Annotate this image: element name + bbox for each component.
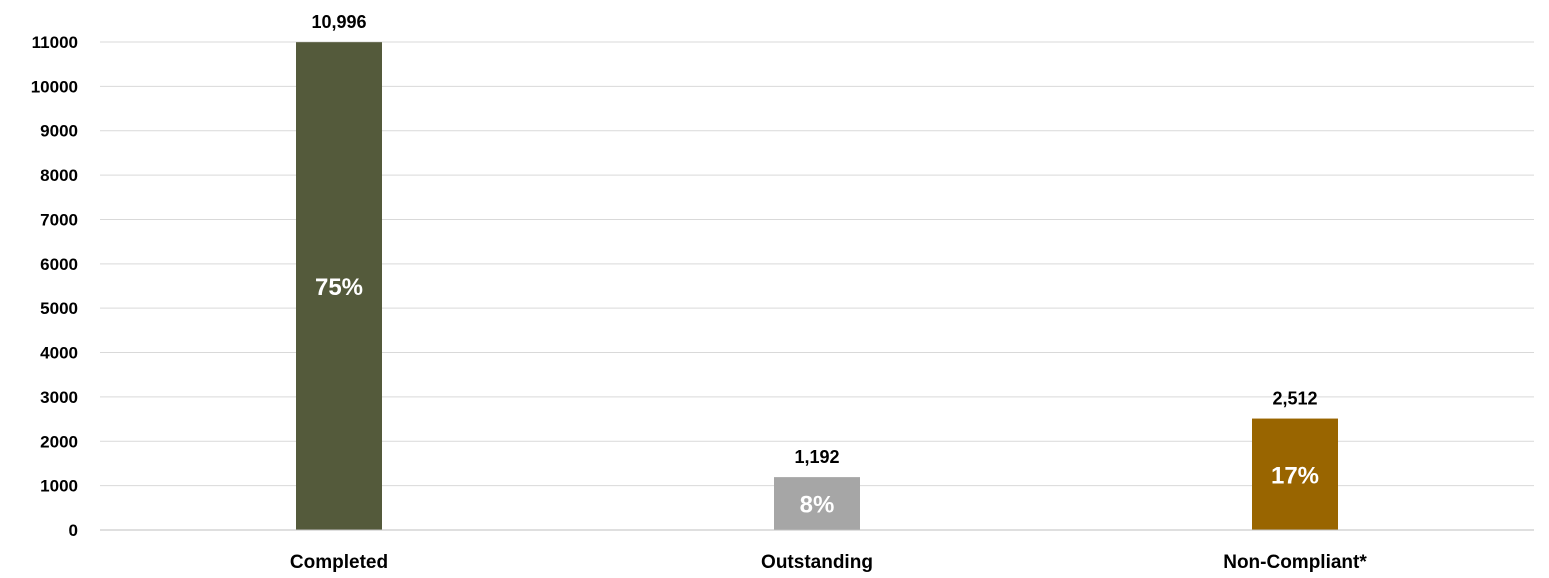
y-tick-label: 5000 xyxy=(40,299,78,318)
bar-value-label: 1,192 xyxy=(794,447,839,467)
y-tick-label: 3000 xyxy=(40,388,78,407)
y-tick-label: 1000 xyxy=(40,477,78,496)
y-tick-label: 9000 xyxy=(40,122,78,141)
bar-outstanding xyxy=(774,477,860,530)
x-category-label: Outstanding xyxy=(761,552,873,573)
bar-value-label: 2,512 xyxy=(1272,389,1317,409)
y-tick-label: 7000 xyxy=(40,210,78,229)
y-tick-label: 10000 xyxy=(31,77,78,96)
y-tick-label: 11000 xyxy=(32,33,78,52)
bars: 10,996 75% 1,192 8% 2,512 17% xyxy=(296,12,1338,530)
y-tick-label: 4000 xyxy=(40,344,78,363)
y-tick-label: 8000 xyxy=(40,166,78,185)
x-axis-categories: Completed Outstanding Non-Compliant* xyxy=(290,552,1367,573)
x-category-label: Non-Compliant* xyxy=(1223,552,1367,573)
bar-non-compliant xyxy=(1252,418,1338,530)
bar-percent-label: 8% xyxy=(800,492,835,519)
y-tick-label: 2000 xyxy=(40,432,78,451)
x-category-label: Completed xyxy=(290,552,388,573)
bar-percent-label: 17% xyxy=(1271,462,1319,489)
y-axis-ticks: 0 1000 2000 3000 4000 5000 6000 7000 8000 9000 100… xyxy=(31,33,78,540)
bar-completed xyxy=(296,42,382,530)
y-tick-label: 6000 xyxy=(40,255,78,274)
y-tick-label: 0 xyxy=(69,521,78,540)
bar-percent-label: 75% xyxy=(315,274,363,301)
bar-value-label: 10,996 xyxy=(311,12,366,32)
